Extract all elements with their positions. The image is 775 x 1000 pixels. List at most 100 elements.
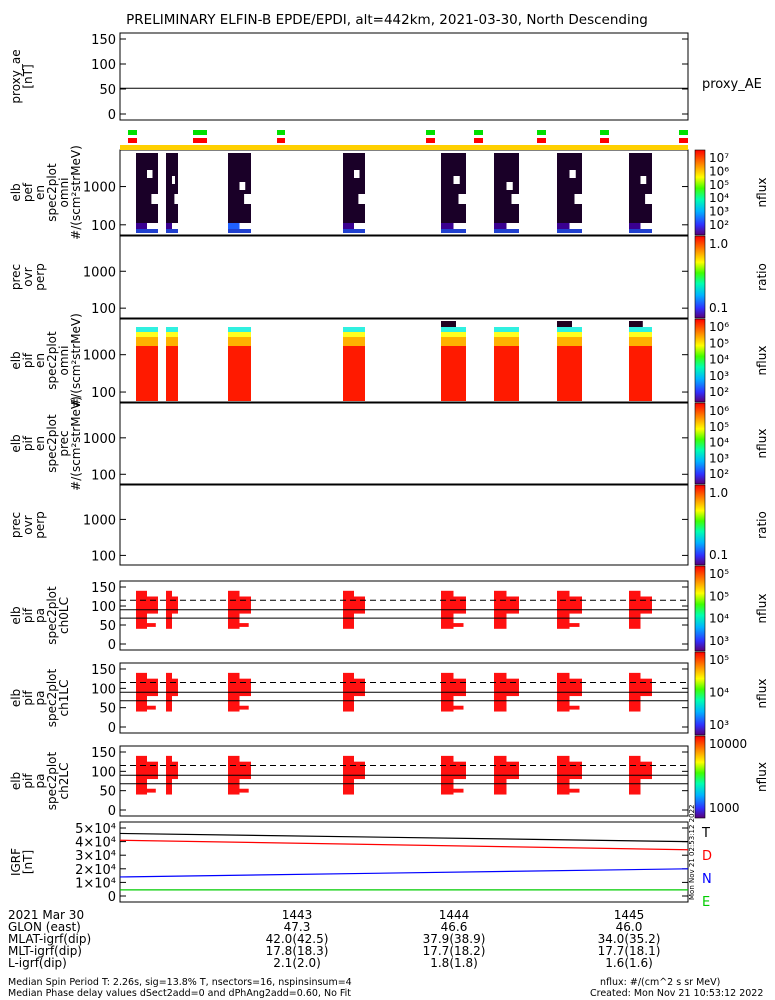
tick-label: 50 <box>99 83 116 98</box>
pif-cell <box>557 337 582 346</box>
colorbar-tick-label: 10⁵ <box>709 178 729 192</box>
footer: 2021 Mar 30 1443 1444 1445 GLON (east) 47.3 46… <box>8 908 763 999</box>
footer-row-label: L-igrf(dip) <box>8 956 67 970</box>
footer-row-label: MLAT-igrf(dip) <box>8 932 91 946</box>
ylabel-line: pa <box>33 691 47 706</box>
footer-row-value: 17.7(18.1) <box>598 944 661 958</box>
pif-cell <box>629 332 652 337</box>
colorbar-tick-label: 10³ <box>709 634 729 648</box>
indicator-green <box>128 130 137 135</box>
pef-cell <box>166 229 178 233</box>
tick-label: 100 <box>91 219 116 234</box>
footer-row-value: 47.3 <box>284 920 311 934</box>
pef-gap <box>506 182 513 190</box>
indicator-green <box>537 130 546 135</box>
colorbar-strip <box>694 651 706 736</box>
ylabel-line: proxy_ae <box>9 49 23 103</box>
tick-label: 150 <box>91 746 116 761</box>
ylabel-line: #/(scm²strMeV) <box>69 145 83 240</box>
pa-cell <box>453 705 464 710</box>
ylabel-line: elb <box>9 434 23 452</box>
pa-cell <box>147 678 158 697</box>
igrf-timestamp: Mon Nov 21 02:53:12 2022 <box>688 805 696 900</box>
ylabel-line: prec <box>57 430 71 456</box>
colorbar-tick-label: 10⁶ <box>709 164 729 178</box>
colorbar-label: nflux <box>755 762 769 792</box>
panel-0: proxy_ae[nT] 150 100 50 0 proxy_AE <box>9 32 762 123</box>
tick-label: 0 <box>108 638 116 653</box>
tick-label: 2×10⁴ <box>75 863 116 878</box>
pif-burst <box>228 327 251 401</box>
pef-burst <box>136 153 158 233</box>
colorbar-tick-label: 10² <box>709 467 729 481</box>
ylabel-line: pif <box>21 435 35 451</box>
footer-created: Created: Mon Nov 21 10:53:12 2022 <box>590 988 763 999</box>
pef-cell <box>136 223 147 229</box>
colorbar-tick-label: 10⁴ <box>709 686 729 700</box>
panel-frame <box>119 662 689 734</box>
indicator-green <box>474 130 483 135</box>
pef-cell <box>228 223 240 229</box>
igrf-legend-N: N <box>702 872 712 887</box>
panel-frame <box>119 235 689 319</box>
pif-burst <box>557 321 582 401</box>
pif-cell <box>441 337 466 346</box>
pa-cell <box>569 596 582 614</box>
footer-units: nflux: #/(cm^2 s sr MeV) <box>600 977 720 988</box>
pif-cell <box>494 327 519 332</box>
footer-row-value: 1444 <box>439 908 470 922</box>
proxy-ae-label: proxy_AE <box>702 77 762 92</box>
pef-gap <box>358 194 365 204</box>
colorbar-strip <box>694 318 706 403</box>
tick-label: 1000 <box>83 349 116 364</box>
tick-label: 0 <box>108 721 116 736</box>
ylabel-line: elb <box>9 772 23 790</box>
colorbar-tick-label: 10⁵ <box>709 589 729 603</box>
pa-cell <box>506 678 519 697</box>
pa-cell <box>239 623 249 627</box>
indicator-green <box>600 130 609 135</box>
colorbar-6: 10⁵ 10⁴ 10³ nflux <box>694 651 769 736</box>
pa-cell <box>453 678 466 697</box>
colorbar-tick-label: 10⁴ <box>709 191 729 205</box>
colorbar-tick-label: 10⁵ <box>709 336 729 350</box>
colorbar-tick-label: 1.0 <box>709 237 728 251</box>
igrf-legend-T: T <box>701 826 710 841</box>
colorbar-tick-label: 10³ <box>709 369 729 383</box>
panel-9: IGRF[nT]5×10⁴4×10⁴3×10⁴2×10⁴1×10⁴0TDNEMo… <box>9 805 712 910</box>
pef-cell <box>629 153 652 223</box>
indicator-red <box>277 138 285 143</box>
pa-cell <box>172 678 178 697</box>
colorbar-label: ratio <box>755 263 769 291</box>
tick-label: 3×10⁴ <box>75 849 116 864</box>
pa-cell <box>147 761 158 780</box>
tick-label: 0 <box>108 890 116 905</box>
footer-row-label: MLT-igrf(dip) <box>8 944 82 958</box>
igrf-series-T <box>119 832 689 843</box>
tick-label: 100 <box>91 58 116 73</box>
indicator-green <box>679 130 688 135</box>
pef-gap <box>574 194 582 204</box>
pa-cell <box>569 623 580 627</box>
ylabel-line: prec <box>9 264 23 290</box>
ylabel-line: pef <box>21 182 35 202</box>
colorbar-strip <box>694 402 706 485</box>
pif-cell <box>557 346 582 401</box>
panel-frame <box>119 149 689 236</box>
pef-cell <box>136 153 158 223</box>
pa-cell <box>239 788 249 793</box>
pef-cell <box>343 153 365 223</box>
pif-cell <box>228 346 251 401</box>
pa-cell <box>569 788 580 793</box>
ylabel-line: prec <box>9 512 23 538</box>
pa-cell <box>453 761 466 780</box>
pa-cell <box>147 623 156 627</box>
pif-cell <box>228 332 251 337</box>
pa-cell <box>147 705 156 710</box>
pef-burst <box>166 153 178 233</box>
pif-burst <box>441 321 466 401</box>
